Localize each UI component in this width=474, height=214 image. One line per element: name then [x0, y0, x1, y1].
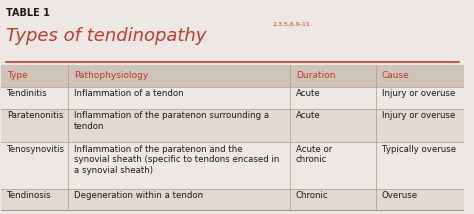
- Bar: [1, 189, 68, 211]
- Text: Paratenonitis: Paratenonitis: [7, 111, 64, 120]
- Bar: [68, 65, 291, 87]
- Text: Types of tendinopathy: Types of tendinopathy: [6, 27, 206, 45]
- Bar: [376, 87, 464, 109]
- Text: Acute or
chronic: Acute or chronic: [296, 145, 332, 164]
- Text: Type: Type: [7, 71, 27, 80]
- Bar: [1, 142, 68, 189]
- Bar: [1, 109, 68, 142]
- Bar: [291, 142, 376, 189]
- Bar: [68, 109, 291, 142]
- Text: Acute: Acute: [296, 111, 321, 120]
- Text: Cause: Cause: [382, 71, 410, 80]
- Text: TABLE 1: TABLE 1: [6, 8, 50, 18]
- Bar: [68, 142, 291, 189]
- Bar: [291, 189, 376, 211]
- Bar: [376, 65, 464, 87]
- Text: Tendinosis: Tendinosis: [7, 191, 52, 200]
- Bar: [1, 65, 68, 87]
- Bar: [291, 109, 376, 142]
- Text: Injury or overuse: Injury or overuse: [382, 111, 455, 120]
- Text: Typically overuse: Typically overuse: [382, 145, 456, 154]
- Bar: [1, 87, 68, 109]
- Text: Pathophysiology: Pathophysiology: [74, 71, 148, 80]
- Text: Injury or overuse: Injury or overuse: [382, 89, 455, 98]
- Text: Overuse: Overuse: [382, 191, 418, 200]
- Text: 2,3,5,6,9-11: 2,3,5,6,9-11: [273, 21, 310, 27]
- Text: Tendinitis: Tendinitis: [7, 89, 47, 98]
- Text: Inflammation of the paratenon and the
synovial sheath (specific to tendons encas: Inflammation of the paratenon and the sy…: [74, 145, 279, 175]
- Text: Tenosynovitis: Tenosynovitis: [7, 145, 65, 154]
- Text: Degeneration within a tendon: Degeneration within a tendon: [74, 191, 203, 200]
- Text: Acute: Acute: [296, 89, 321, 98]
- Text: Chronic: Chronic: [296, 191, 328, 200]
- Bar: [291, 87, 376, 109]
- Bar: [291, 65, 376, 87]
- Text: Inflammation of the paratenon surrounding a
tendon: Inflammation of the paratenon surroundin…: [74, 111, 269, 131]
- Text: Inflammation of a tendon: Inflammation of a tendon: [74, 89, 183, 98]
- Bar: [376, 109, 464, 142]
- Bar: [68, 189, 291, 211]
- Bar: [68, 87, 291, 109]
- Text: Duration: Duration: [296, 71, 336, 80]
- Bar: [376, 142, 464, 189]
- Bar: [376, 189, 464, 211]
